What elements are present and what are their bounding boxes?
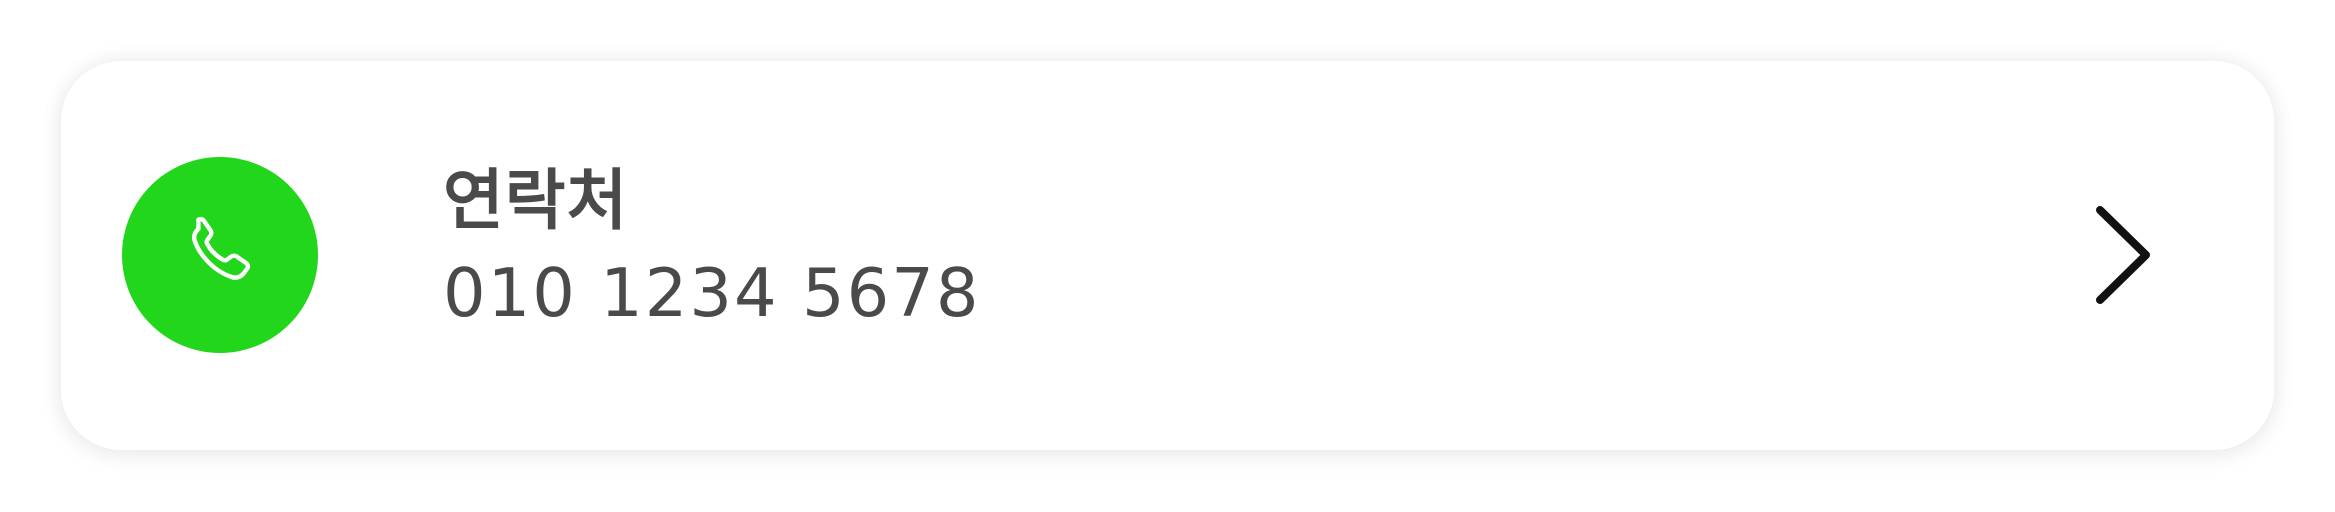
contact-card[interactable]: 연락처 010 1234 5678	[61, 61, 2274, 450]
phone-icon-badge	[122, 157, 318, 353]
contact-title: 연락처	[443, 162, 629, 239]
chevron-right-icon[interactable]	[2088, 202, 2158, 308]
phone-icon	[191, 216, 251, 280]
contact-text: 연락처 010 1234 5678	[443, 161, 981, 332]
phone-number: 010 1234 5678	[443, 254, 981, 332]
